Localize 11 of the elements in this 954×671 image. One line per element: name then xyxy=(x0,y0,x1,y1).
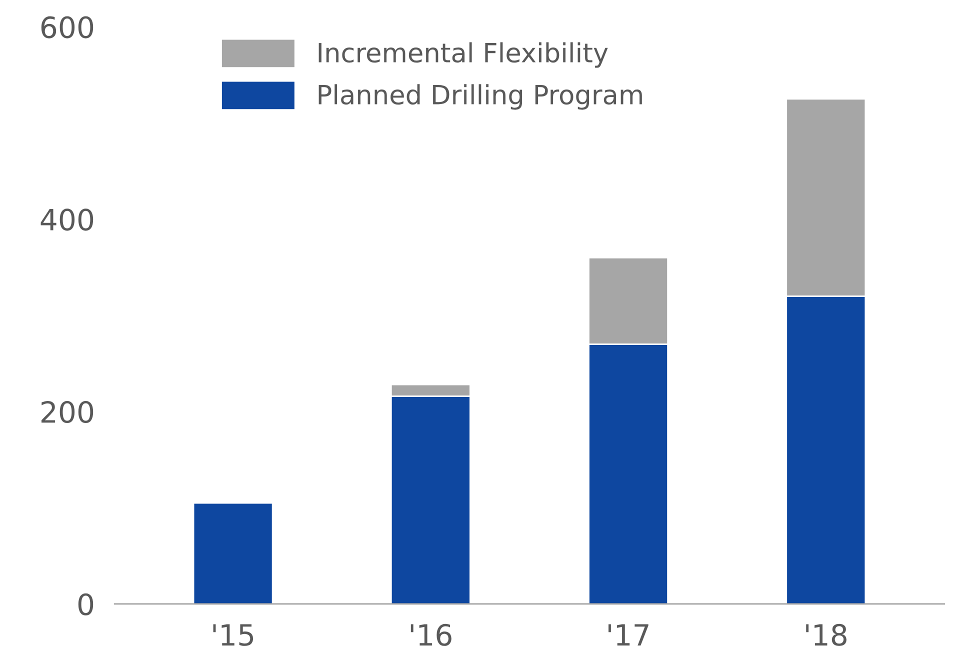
x-tick-label: '15 xyxy=(213,624,254,646)
x-tick-label: '18 xyxy=(806,624,846,646)
y-tick-label: 400 xyxy=(40,208,94,231)
x-tick-label: '16 xyxy=(410,624,452,646)
y-tick-label: 600 xyxy=(41,16,94,38)
x-tick-label: '17 xyxy=(608,624,648,646)
bar xyxy=(192,502,274,604)
legend-label: Planned Drilling Program xyxy=(318,84,642,110)
y-tick-label: 200 xyxy=(42,400,94,424)
y-tick-label: 0 xyxy=(78,593,94,616)
legend-label: Incremental Flexibility xyxy=(318,42,608,68)
